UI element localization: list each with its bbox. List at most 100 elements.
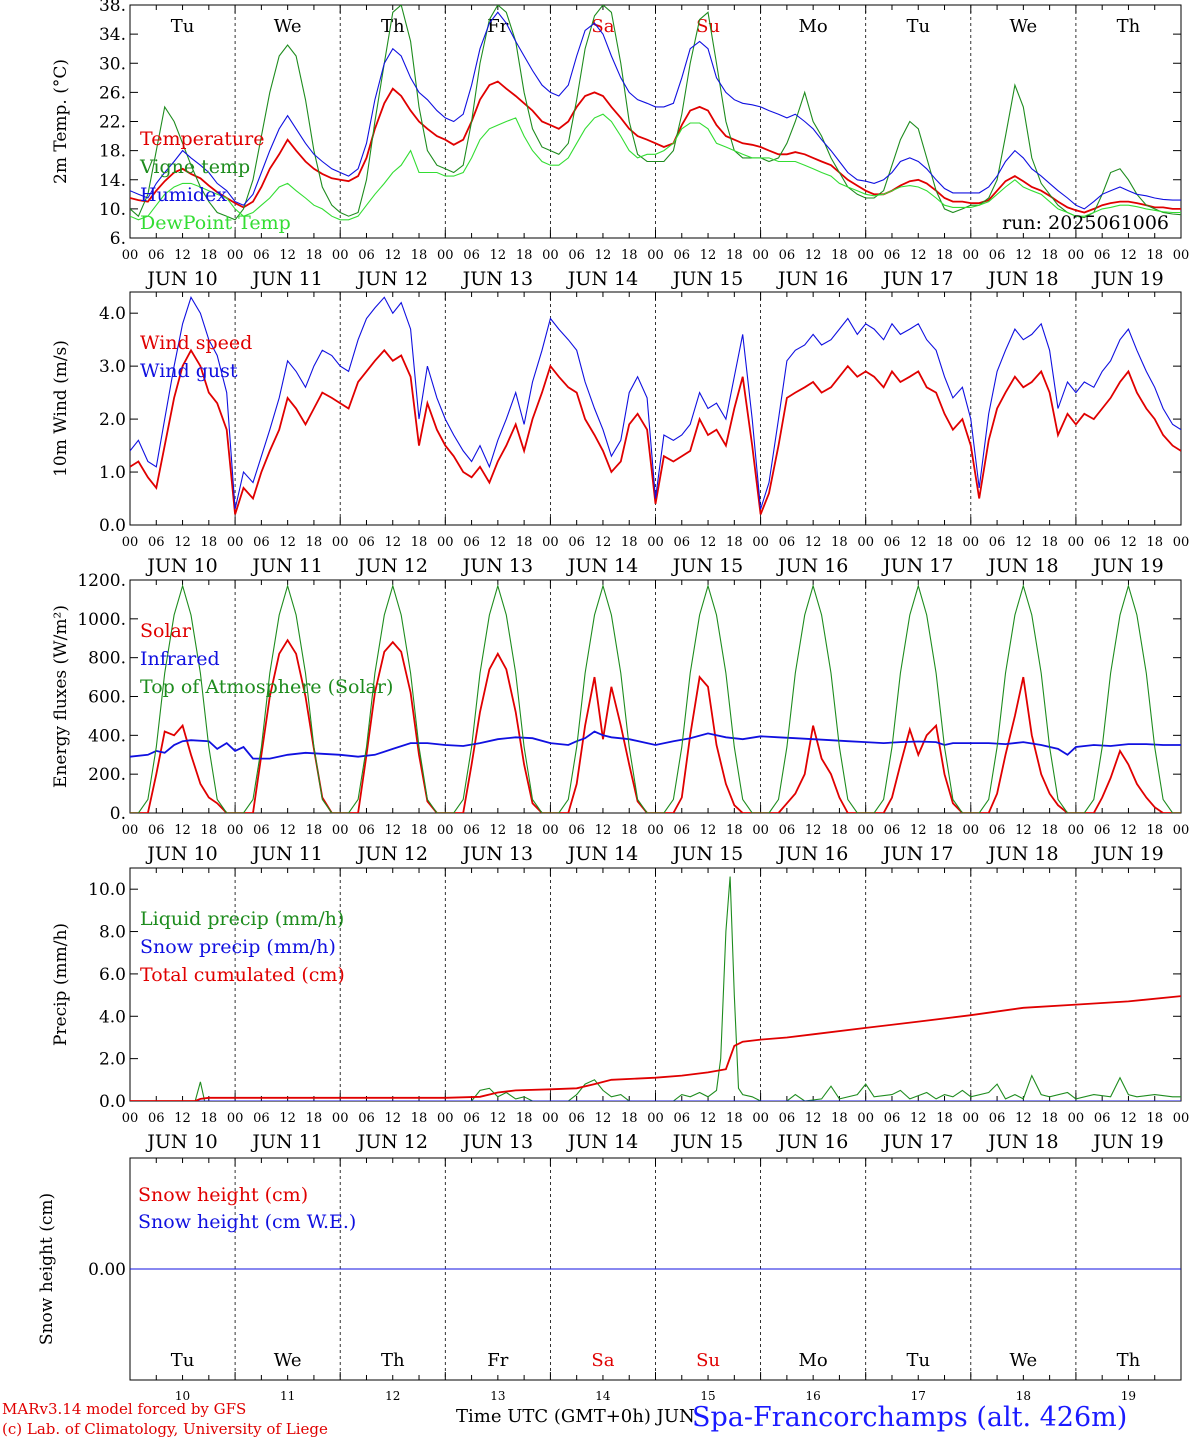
y-tick-label: 800.: [88, 649, 126, 669]
y-tick-label: 8.0: [99, 923, 126, 943]
hour-tick-label: 06: [148, 248, 165, 263]
hour-tick-label: 06: [463, 823, 480, 838]
hour-tick-label: 00: [647, 248, 664, 263]
hour-tick-label: 12: [384, 1111, 401, 1126]
hour-tick-label: 00: [1173, 248, 1190, 263]
hour-tick-label: 00: [752, 248, 769, 263]
y-tick-label: 22.: [99, 113, 126, 133]
hour-tick-label: 18: [411, 823, 428, 838]
date-label: JUN 17: [881, 555, 953, 577]
hour-tick-label: 12: [1120, 823, 1137, 838]
date-label: JUN 19: [1091, 1131, 1163, 1153]
date-label: JUN 12: [356, 1131, 428, 1153]
hour-tick-label: 18: [726, 1111, 743, 1126]
y-axis-label: 2m Temp. (°C): [51, 59, 71, 184]
hour-tick-label: 18: [201, 535, 218, 550]
date-label: JUN 13: [461, 843, 533, 865]
date-label: JUN 11: [250, 843, 322, 865]
hour-tick-label: 12: [805, 535, 822, 550]
hour-tick-label: 06: [779, 823, 796, 838]
hour-tick-label: 18: [621, 1111, 638, 1126]
hour-tick-label: 18: [1146, 248, 1163, 263]
hour-tick-label: 12: [279, 248, 296, 263]
hour-tick-label: 18: [726, 823, 743, 838]
legend-entry: Solar: [140, 620, 192, 642]
y-tick-label: 10.0: [88, 880, 126, 900]
date-label: JUN 11: [250, 555, 322, 577]
hour-tick-label: 06: [779, 535, 796, 550]
date-label: JUN 13: [461, 1131, 533, 1153]
day-number-label: 13: [490, 1389, 505, 1403]
weekday-label: Su: [696, 1350, 720, 1371]
hour-tick-label: 06: [989, 535, 1006, 550]
hour-tick-label: 18: [1041, 535, 1058, 550]
series-line: [130, 995, 1181, 1101]
date-label: JUN 16: [776, 268, 848, 290]
panel-1: 6. 10. 14. 18. 22. 26. 30. 34. 38. 2m Temp. (°C) 0…: [51, 0, 1189, 290]
hour-tick-label: 06: [253, 1111, 270, 1126]
weekday-label: Mo: [799, 16, 828, 37]
hour-tick-label: 12: [490, 248, 507, 263]
date-label: JUN 13: [461, 555, 533, 577]
date-label: JUN 16: [776, 843, 848, 865]
month-label: JUN: [656, 1406, 695, 1427]
hour-tick-label: 18: [726, 535, 743, 550]
weekday-label: We: [1010, 1350, 1038, 1371]
date-label: JUN 15: [671, 555, 743, 577]
hour-tick-label: 06: [674, 1111, 691, 1126]
weekday-label: Th: [381, 1350, 405, 1371]
hour-tick-label: 12: [1120, 248, 1137, 263]
y-axis-label: Energy fluxes (W/m²): [51, 605, 71, 788]
hour-tick-label: 18: [411, 1111, 428, 1126]
hour-tick-label: 12: [700, 535, 717, 550]
date-label: JUN 10: [145, 1131, 217, 1153]
hour-tick-label: 06: [358, 248, 375, 263]
date-label: JUN 14: [566, 1131, 638, 1153]
hour-tick-label: 00: [542, 1111, 559, 1126]
hour-tick-label: 18: [936, 823, 953, 838]
hour-tick-label: 18: [411, 535, 428, 550]
hour-tick-label: 06: [253, 823, 270, 838]
hour-tick-label: 18: [936, 535, 953, 550]
hour-tick-label: 12: [174, 248, 191, 263]
hour-tick-label: 18: [831, 823, 848, 838]
y-tick-label: 38.: [99, 0, 126, 16]
date-label: JUN 15: [671, 268, 743, 290]
weekday-label: Th: [1117, 1350, 1141, 1371]
date-label: JUN 10: [145, 555, 217, 577]
hour-tick-label: 18: [201, 823, 218, 838]
y-tick-label: 34.: [99, 25, 126, 45]
date-label: JUN 13: [461, 268, 533, 290]
hour-tick-label: 18: [1146, 535, 1163, 550]
hour-tick-label: 00: [857, 248, 874, 263]
credit-line-2: (c) Lab. of Climatology, University of L…: [2, 1420, 328, 1438]
weekday-label: We: [274, 1350, 302, 1371]
hour-tick-label: 18: [831, 535, 848, 550]
weekday-label: Sa: [591, 16, 614, 37]
hour-tick-label: 12: [490, 823, 507, 838]
x-axis-label: Time UTC (GMT+0h) JUN: [456, 1406, 695, 1427]
day-number-label: 18: [1016, 1389, 1031, 1403]
hour-tick-label: 12: [384, 823, 401, 838]
weekday-label: Tu: [906, 16, 930, 37]
y-tick-label: 2.0: [99, 410, 126, 430]
series-line: [130, 583, 1181, 813]
hour-tick-label: 18: [1146, 823, 1163, 838]
hour-tick-label: 00: [1173, 535, 1190, 550]
hour-tick-label: 06: [463, 535, 480, 550]
day-number-label: 17: [911, 1389, 926, 1403]
hour-tick-label: 12: [595, 535, 612, 550]
y-tick-label: 1.0: [99, 463, 126, 483]
hour-tick-label: 18: [831, 248, 848, 263]
hour-tick-label: 18: [201, 248, 218, 263]
hour-tick-label: 12: [910, 1111, 927, 1126]
hour-tick-label: 12: [910, 535, 927, 550]
hour-tick-label: 12: [279, 823, 296, 838]
weekday-label: Su: [696, 16, 720, 37]
hour-tick-label: 06: [884, 823, 901, 838]
day-number-label: 19: [1121, 1389, 1136, 1403]
weekday-label: We: [274, 16, 302, 37]
hour-tick-label: 06: [253, 248, 270, 263]
hour-tick-label: 00: [227, 1111, 244, 1126]
hour-tick-label: 06: [568, 1111, 585, 1126]
